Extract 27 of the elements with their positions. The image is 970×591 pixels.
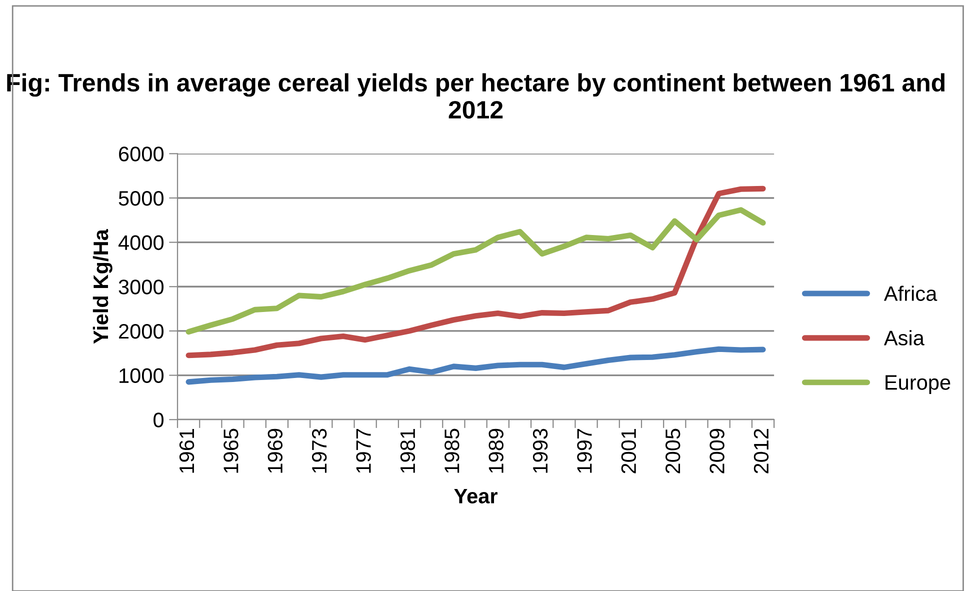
y-tick-label: 5000 xyxy=(118,190,164,206)
x-tick-label: 1961 xyxy=(179,428,194,473)
x-tick-label: 2001 xyxy=(621,428,636,474)
legend-label: Africa xyxy=(884,286,938,301)
x-tick-label: 1969 xyxy=(268,428,283,473)
x-tick-label: 1989 xyxy=(488,428,504,473)
x-tick-label: 2012 xyxy=(754,428,769,474)
x-tick-label: 1981 xyxy=(400,428,416,473)
x-tick-label: 2009 xyxy=(710,428,724,474)
x-axis-title: Year xyxy=(454,488,498,504)
x-tick-label: 1977 xyxy=(356,428,371,473)
y-tick-label: 1000 xyxy=(120,368,164,384)
y-tick-label: 3000 xyxy=(118,280,164,294)
legend-label: Europe xyxy=(886,375,950,394)
y-axis-title: Yield Kg/Ha xyxy=(92,229,112,344)
x-tick-label: 1993 xyxy=(532,428,548,473)
x-tick-label: 2005 xyxy=(665,428,680,474)
y-tick-label: 4000 xyxy=(118,235,164,250)
x-tick-label: 1965 xyxy=(224,428,238,473)
x-tick-label: 1997 xyxy=(577,428,592,473)
y-tick-label: 6000 xyxy=(119,146,164,162)
y-tick-label: 2000 xyxy=(119,324,164,339)
x-tick-label: 1973 xyxy=(312,428,327,473)
y-tick-label: 0 xyxy=(154,412,164,428)
x-tick-label: 1985 xyxy=(444,428,460,473)
legend-label: Asia xyxy=(884,330,924,346)
chart-title: Fig: Trends in average cereal yields per hectare by continent between 1961 and 2012 xyxy=(7,73,944,119)
